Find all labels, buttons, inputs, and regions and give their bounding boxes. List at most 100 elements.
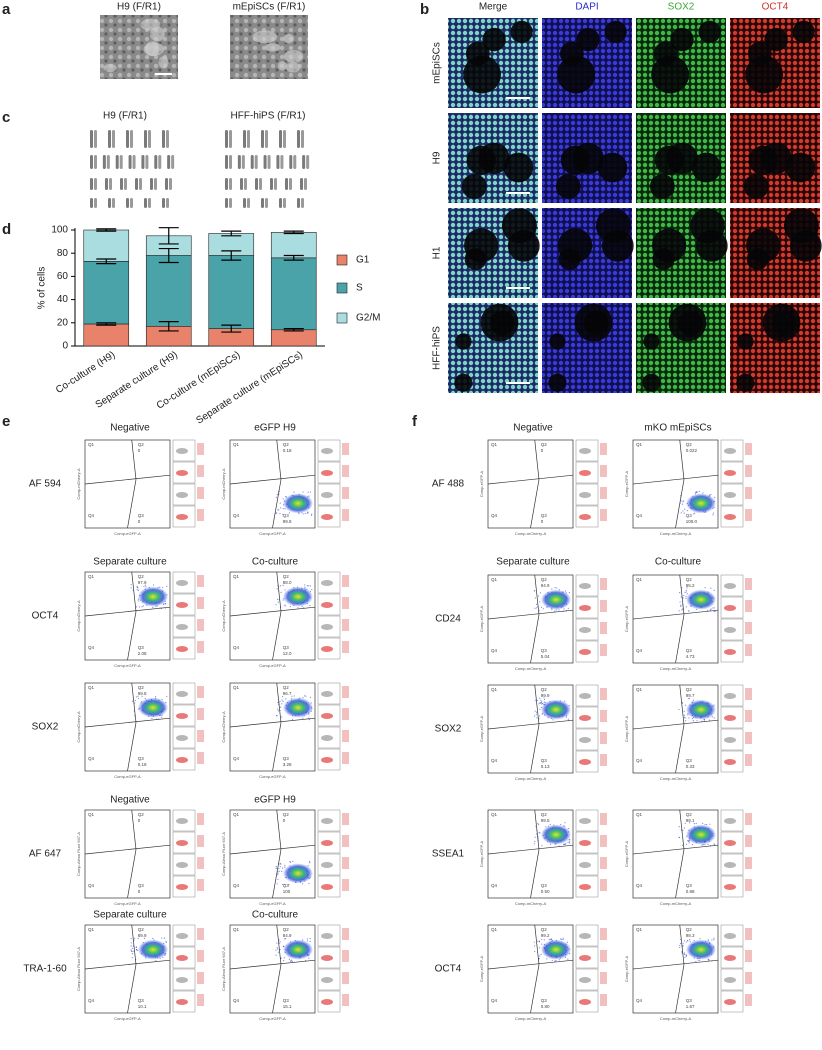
event-dot (565, 843, 567, 845)
event-density (541, 824, 571, 845)
event-dot (537, 823, 540, 826)
gate-line (131, 439, 137, 480)
event-dot (534, 840, 536, 843)
event-dot (683, 940, 686, 942)
gating-population (579, 448, 591, 454)
dot-plot (84, 571, 171, 661)
dot-plot (229, 682, 316, 772)
quadrant-name: Q4 (636, 758, 643, 763)
gating-population (724, 977, 736, 983)
gating-population (176, 492, 188, 498)
chromosome (119, 155, 123, 169)
event-dot (681, 503, 684, 505)
quadrant-value: 0.18 (283, 448, 292, 453)
event-dot (685, 595, 687, 597)
event-dot (154, 696, 157, 698)
chromosome (240, 178, 243, 190)
event-dot (708, 959, 710, 961)
quadrant-name: Q2 (541, 442, 548, 447)
event-dot (713, 589, 715, 591)
event-dot (685, 589, 687, 592)
gating-notes (600, 487, 607, 499)
event-dot (533, 945, 536, 947)
event-dot (277, 708, 279, 710)
event-dot (679, 601, 681, 603)
event-dot (551, 959, 553, 962)
gate-line (272, 611, 282, 661)
dark-region (549, 333, 566, 350)
event-dot (712, 512, 715, 514)
event-dot (712, 607, 714, 609)
gate-line (276, 571, 282, 612)
event-dot (539, 955, 541, 957)
event-dot (278, 868, 280, 870)
gating-notes (600, 994, 607, 1006)
event-dot (284, 605, 286, 607)
chromosome (283, 198, 286, 208)
dot-plot (487, 924, 574, 1014)
chromosome (130, 130, 133, 148)
gate-line (272, 479, 282, 529)
event-dot (679, 942, 682, 945)
gating-notes (342, 950, 349, 962)
y-axis-label: Comp-Alexa Fluor 647-A (76, 947, 81, 991)
event-dot (307, 511, 309, 513)
dark-region (642, 373, 661, 392)
event-dot (275, 954, 277, 956)
colony (158, 56, 169, 69)
event-dot (275, 714, 278, 717)
gating-population (579, 737, 591, 743)
dark-region (747, 41, 772, 66)
quadrant-value: 89.9 (138, 933, 147, 938)
quadrant-name: Q3 (283, 998, 290, 1003)
gate-line (272, 964, 282, 1014)
event-dot (685, 591, 687, 593)
event-dot (539, 715, 541, 717)
gating-notes (197, 835, 204, 847)
legend-swatch (336, 282, 348, 294)
event-dot (537, 940, 539, 942)
quadrant-value: 0 (541, 448, 544, 453)
gating-population (176, 840, 188, 846)
event-dot (551, 939, 553, 941)
chromosome (263, 155, 267, 169)
quadrant-name: Q1 (636, 812, 643, 817)
dark-region (604, 20, 627, 43)
gate-line (272, 849, 282, 899)
chromosome (141, 155, 145, 169)
chromosome (90, 178, 93, 190)
event-dot (281, 703, 283, 705)
event-dot (282, 584, 284, 586)
event-dot (155, 960, 157, 962)
quadrant-name: Q2 (686, 442, 693, 447)
x-tick-label: Co-culture (H9) (54, 350, 117, 396)
event-dot (541, 943, 543, 945)
column-heading: eGFP H9 (254, 795, 296, 806)
event-dot (307, 491, 309, 493)
event-dot (540, 953, 542, 955)
gating-notes (600, 928, 607, 940)
quadrant-name: Q2 (686, 687, 693, 692)
event-dot (288, 958, 290, 961)
quadrant-name: Q4 (491, 758, 498, 763)
gate-line (534, 924, 540, 965)
quadrant-name: Q2 (283, 927, 290, 932)
event-dot (542, 608, 544, 610)
gating-population (176, 955, 188, 961)
event-dot (309, 696, 311, 698)
gating-notes (342, 813, 349, 825)
colony (285, 62, 301, 73)
dark-region (762, 303, 801, 342)
column-heading: eGFP H9 (254, 423, 296, 434)
event-dot (135, 946, 137, 948)
chromosome (289, 178, 292, 190)
event-dot (683, 953, 686, 955)
chromosome (120, 178, 123, 190)
x-axis-label: Comp-eGFP-A (114, 774, 141, 779)
event-dot (130, 584, 132, 586)
event-dot (279, 585, 282, 587)
colony (103, 63, 117, 73)
event-dot (568, 842, 571, 844)
gate-line (127, 611, 137, 661)
bar-segment (270, 329, 317, 347)
